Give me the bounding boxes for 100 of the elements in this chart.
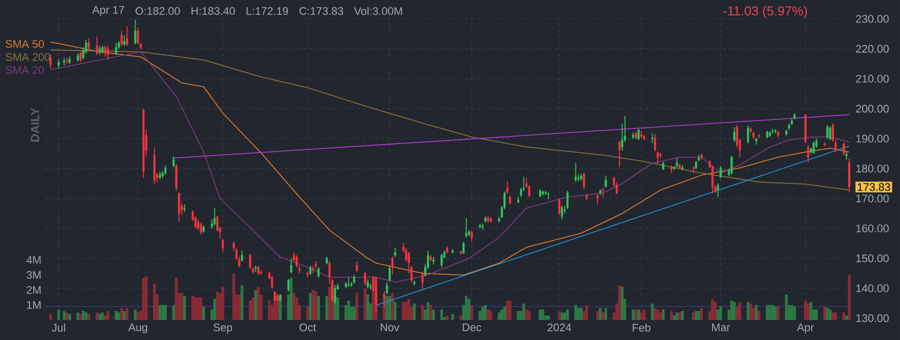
bar: [804, 300, 807, 320]
bar: [440, 309, 444, 320]
bar: [574, 304, 578, 320]
bar: [306, 306, 309, 320]
bar: [848, 274, 851, 320]
bar: [714, 302, 717, 320]
bar: [101, 312, 104, 320]
text: DAILY: [30, 108, 40, 142]
bar: [516, 310, 520, 320]
candlestick: [68, 56, 71, 64]
annotation: Vol:3.00M: [354, 6, 402, 16]
bar: [681, 310, 684, 320]
bar: [164, 304, 167, 320]
bar: [174, 278, 178, 320]
bar: [459, 315, 462, 320]
bar: [57, 309, 60, 320]
candlestick: [254, 266, 257, 272]
candlestick: [547, 192, 550, 200]
candlestick: [66, 58, 68, 64]
bar: [815, 309, 818, 320]
candlestick: [123, 35, 126, 46]
bar: [694, 310, 698, 320]
x-tick-label: Jul: [52, 324, 65, 332]
bar: [823, 306, 826, 320]
bar: [746, 302, 750, 320]
bar: [758, 310, 760, 320]
bar: [142, 278, 145, 320]
candlestick: [487, 216, 490, 223]
bar: [585, 304, 588, 320]
bar: [484, 304, 487, 320]
series-label: SMA 50: [6, 40, 44, 48]
annotation: H:183.40: [192, 7, 235, 15]
bar: [538, 309, 542, 320]
series-label: SMA 20: [6, 66, 44, 74]
bar: [402, 302, 405, 320]
bar: [733, 302, 736, 320]
y-tick-label: 140.00: [856, 284, 889, 292]
bar: [153, 284, 156, 320]
candlestick: [506, 180, 508, 194]
bar: [826, 308, 829, 320]
annotation: L:172.19: [246, 7, 288, 15]
bar: [506, 300, 509, 320]
bar: [650, 303, 654, 320]
bar: [120, 308, 123, 320]
bar: [842, 312, 846, 320]
bar: [134, 309, 137, 320]
bar: [106, 310, 110, 320]
bar: [598, 308, 602, 320]
bar: [752, 308, 755, 320]
bar: [432, 309, 435, 320]
y-tick-label: 160.00: [856, 224, 889, 232]
bar: [180, 292, 184, 320]
bar: [464, 296, 468, 320]
bar: [394, 302, 397, 320]
candlestick: [452, 249, 454, 254]
bar: [451, 314, 454, 320]
bar: [596, 310, 599, 320]
candlestick: [640, 130, 642, 138]
annotation: C:173.83: [300, 7, 344, 15]
bar: [314, 291, 318, 320]
y2-tick-label: 3M: [26, 271, 41, 279]
y-tick-label: 150.00: [856, 254, 889, 262]
candlestick: [604, 176, 607, 188]
bar: [503, 306, 506, 320]
candlestick: [430, 255, 432, 262]
bar: [828, 309, 832, 320]
candlestick: [539, 189, 542, 198]
bar: [670, 310, 673, 320]
candlestick: [777, 130, 780, 138]
bar: [248, 300, 252, 320]
candlestick: [542, 190, 544, 196]
bar: [834, 312, 837, 320]
candlestick: [692, 166, 694, 174]
bar: [736, 306, 738, 320]
candlestick: [596, 194, 599, 205]
candlestick: [634, 132, 637, 140]
annotation: 173.83: [858, 183, 890, 191]
candlestick: [183, 204, 186, 212]
y2-tick-label: 2M: [26, 286, 41, 294]
bar: [656, 309, 660, 320]
candlestick: [766, 130, 768, 138]
bar: [662, 309, 665, 320]
candlestick: [465, 218, 468, 238]
candlestick: [807, 144, 810, 162]
bar: [118, 312, 120, 320]
candlestick: [470, 230, 473, 242]
candlestick: [63, 58, 66, 66]
bar: [421, 304, 424, 320]
bar: [96, 312, 98, 320]
candlestick: [632, 132, 634, 139]
bar: [542, 309, 544, 320]
bar: [268, 300, 271, 320]
bar: [49, 314, 52, 320]
bar: [122, 310, 126, 320]
bar: [468, 298, 470, 320]
y-tick-label: 130.00: [856, 314, 889, 322]
bar: [252, 297, 254, 320]
bar: [481, 306, 484, 320]
bar: [366, 294, 370, 320]
bar: [336, 297, 340, 320]
